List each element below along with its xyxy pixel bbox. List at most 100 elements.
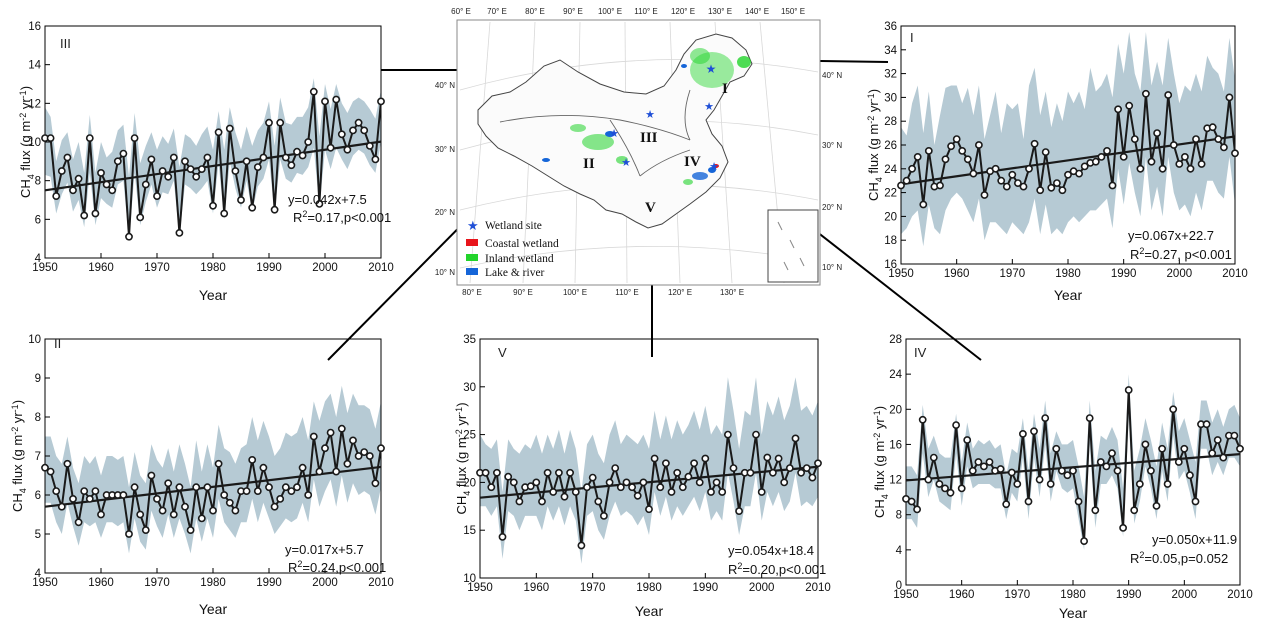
map-longitude-top-labels: 60° E 70° E 80° E 90° E 100° E 110° E 120° E 13…	[451, 7, 805, 16]
data-point	[1186, 471, 1194, 480]
data-point	[1013, 480, 1022, 488]
map-lon-top-label: 150° E	[781, 7, 805, 16]
wetland-site-markers: ★ ★ ★ ★ ★ ★	[609, 62, 719, 173]
data-point	[946, 488, 955, 497]
panel-III: 4 6 8 10 12 14 16 1950 1960 1970 1980 1990 2000 2010 I…	[18, 21, 394, 303]
data-point	[153, 494, 161, 503]
data-point	[281, 153, 290, 162]
map-lon-top-label: 130° E	[708, 7, 732, 16]
data-point	[633, 491, 642, 500]
data-point	[588, 473, 597, 482]
x-tick-label: 1960	[88, 262, 114, 274]
data-point	[74, 518, 83, 527]
map-lon-top-label: 80° E	[525, 7, 545, 16]
y-tick-label: 34	[884, 45, 897, 57]
data-point	[1231, 149, 1239, 158]
y-tick-label: 20	[463, 477, 476, 489]
data-point	[164, 172, 173, 181]
map-lat-right-label: 20° N	[822, 203, 842, 212]
data-point	[1007, 468, 1016, 477]
map-lon-bottom-label: 130° E	[720, 288, 744, 297]
data-point	[197, 165, 206, 173]
legend-inland-swatch	[466, 254, 478, 261]
map-lat-left-label: 20° N	[435, 208, 455, 217]
data-point	[673, 468, 682, 477]
x-axis-label: Year	[199, 287, 228, 303]
data-point	[991, 164, 1000, 173]
panel-I: 16 18 20 22 24 26 28 30 32 34 36 1950 1960 1970 1980 19…	[866, 21, 1248, 303]
data-point	[125, 232, 133, 241]
map-latitude-left-labels: 40° N 30° N 20° N 10° N	[435, 81, 455, 277]
data-point	[543, 468, 552, 477]
x-tick-label: 1980	[636, 582, 662, 594]
data-point	[321, 97, 329, 106]
data-point	[1225, 93, 1234, 102]
data-point	[662, 459, 670, 468]
trend-equation: y=0.054x+18.4	[728, 543, 814, 558]
data-point	[164, 479, 173, 488]
x-tick-label: 1960	[524, 582, 550, 594]
data-point	[97, 168, 105, 177]
data-point	[684, 472, 693, 481]
x-tick-label: 1960	[949, 589, 975, 601]
data-point	[1141, 440, 1150, 449]
legend-inland-label: Inland wetland	[485, 253, 554, 265]
data-point	[1135, 480, 1144, 488]
data-point	[237, 196, 245, 204]
data-point	[814, 459, 822, 468]
trend-equation: y=0.067x+22.7	[1128, 228, 1214, 243]
data-point	[1058, 186, 1067, 195]
data-point	[1041, 148, 1050, 156]
y-tick-label: 16	[889, 439, 902, 451]
data-point	[130, 134, 139, 142]
wetland-site-star: ★	[645, 109, 655, 121]
data-point	[526, 482, 535, 491]
data-point	[1192, 135, 1200, 143]
data-point	[80, 211, 89, 220]
data-point	[985, 458, 994, 466]
y-tick-label: 35	[463, 334, 476, 346]
data-point	[349, 436, 357, 445]
panel-label: IV	[914, 345, 927, 360]
y-tick-label: 10	[463, 573, 476, 585]
data-point	[220, 209, 229, 218]
data-point	[158, 506, 167, 515]
data-point	[504, 472, 513, 481]
data-point	[85, 134, 94, 142]
data-point	[1096, 458, 1105, 466]
wetland-site-star: ★	[704, 101, 714, 113]
map-lon-top-label: 140° E	[745, 7, 769, 16]
data-point	[326, 428, 335, 437]
data-point	[611, 464, 620, 472]
y-tick-label: 14	[28, 60, 41, 72]
map-region-label-I: I	[722, 81, 728, 97]
x-tick-label: 1950	[32, 262, 58, 274]
data-point	[349, 126, 357, 135]
x-tick-label: 1990	[1111, 268, 1137, 280]
y-axis-label: CH4 flux (g m-2 yr-1)	[866, 89, 884, 201]
data-point	[577, 541, 586, 550]
data-point	[365, 452, 374, 460]
data-point	[1130, 135, 1139, 143]
data-point	[276, 118, 285, 127]
data-point	[1208, 123, 1217, 132]
data-point	[1063, 471, 1072, 480]
data-point	[108, 186, 117, 195]
x-tick-label: 1970	[144, 577, 170, 589]
data-point	[203, 483, 212, 492]
y-tick-label: 26	[884, 140, 897, 152]
data-point	[197, 514, 206, 523]
legend-lake-swatch	[466, 268, 478, 275]
data-point	[667, 488, 676, 496]
data-point	[918, 415, 927, 424]
data-point	[963, 436, 972, 444]
map-lat-left-label: 40° N	[435, 81, 455, 90]
inland-wetland-patches	[570, 48, 751, 185]
data-point	[1202, 420, 1211, 429]
data-point	[158, 167, 167, 175]
data-point	[656, 483, 665, 492]
data-point	[1080, 162, 1089, 171]
map-lon-top-label: 100° E	[598, 7, 622, 16]
map-region-label-IV: IV	[684, 154, 701, 170]
data-point	[136, 510, 145, 519]
